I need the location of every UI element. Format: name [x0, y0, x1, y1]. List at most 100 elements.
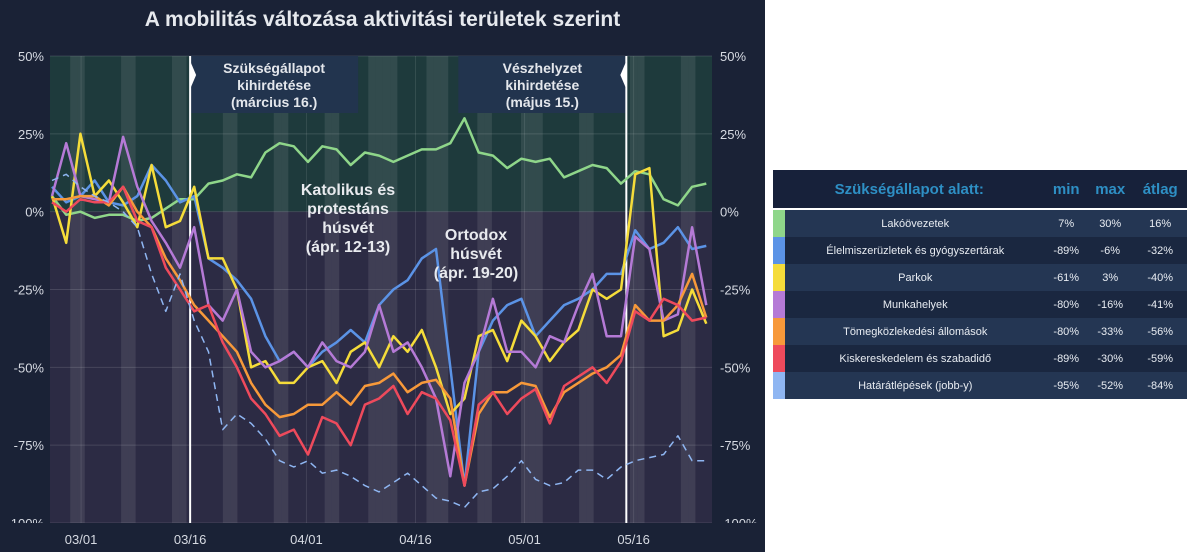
- marker-label: kihirdetése: [505, 77, 579, 93]
- y-tick-label-left: 0%: [25, 205, 44, 220]
- weekend-band: [586, 56, 594, 523]
- weekend-band: [324, 56, 332, 523]
- weekend-band: [121, 56, 129, 523]
- header-avg: átlag: [1133, 170, 1187, 210]
- weekend-band: [484, 56, 492, 523]
- row-min: -95%: [1045, 372, 1088, 399]
- table-header: Szükségállapot alatt: min max átlag: [773, 170, 1187, 210]
- row-name: Munkahelyek: [785, 291, 1046, 318]
- row-min: -61%: [1045, 264, 1088, 291]
- row-name: Élelmiszerüzletek és gyógyszertárak: [785, 237, 1046, 264]
- row-name: Kiskereskedelem és szabadidő: [785, 345, 1046, 372]
- annotation-label: Katolikus és: [301, 182, 395, 199]
- annotation-label: húsvét: [322, 220, 374, 237]
- y-tick-label-right: 50%: [720, 49, 746, 64]
- marker-label: (március 16.): [231, 94, 317, 110]
- color-swatch: [773, 264, 785, 291]
- header-label: Szükségállapot alatt:: [773, 170, 1046, 210]
- row-max: 3%: [1087, 264, 1134, 291]
- weekend-band: [579, 56, 587, 523]
- row-max: -30%: [1087, 345, 1134, 372]
- line-chart: 50% 50% 25% 25% 0% 0% -25% -25% -50% -50% -75% -75%…: [0, 49, 765, 552]
- weekend-band: [382, 56, 391, 523]
- marker-label: Vészhelyzet: [503, 60, 583, 76]
- weekend-band: [331, 56, 340, 523]
- row-avg: -32%: [1133, 237, 1187, 264]
- weekend-band: [281, 56, 289, 523]
- series-line-6: [51, 173, 707, 509]
- weekend-band: [630, 56, 638, 523]
- y-tick-label-left: -25%: [14, 283, 45, 298]
- series-line-3: [50, 135, 708, 478]
- color-swatch: [773, 291, 785, 318]
- row-avg: 16%: [1133, 209, 1187, 237]
- row-max: 30%: [1087, 209, 1134, 237]
- row-min: -89%: [1045, 237, 1088, 264]
- weekend-band: [520, 56, 529, 523]
- weekend-band: [128, 56, 136, 523]
- annotation-label: (ápr. 12-13): [306, 239, 390, 256]
- row-name: Határátlépések (jobb-y): [785, 372, 1046, 399]
- y-tick-label-right: 0%: [720, 205, 739, 220]
- color-swatch: [773, 372, 785, 399]
- x-tick-label: 04/01: [290, 532, 323, 547]
- x-axis-band: [0, 523, 765, 552]
- header-max: max: [1087, 170, 1134, 210]
- series-line-5: [51, 185, 707, 487]
- y-tick-label-right: 25%: [720, 127, 746, 142]
- marker-arrow: [190, 61, 197, 89]
- annotation-label: protestáns: [307, 201, 389, 218]
- weekend-band: [535, 56, 543, 523]
- table-row: Kiskereskedelem és szabadidő -89% -30% -…: [773, 345, 1187, 372]
- x-tick-label: 05/16: [617, 532, 650, 547]
- marker-box: [458, 56, 627, 113]
- chart-title: A mobilitás változása aktivitási terület…: [144, 8, 621, 31]
- row-name: Tömegközlekedési állomások: [785, 318, 1046, 345]
- row-avg: -56%: [1133, 318, 1187, 345]
- weekend-band: [440, 56, 449, 523]
- marker-label: Szükségállapot: [223, 60, 325, 76]
- x-tick-label: 05/01: [508, 532, 541, 547]
- weekend-band: [637, 56, 645, 523]
- weekend-band: [77, 56, 85, 523]
- row-name: Parkok: [785, 264, 1046, 291]
- annotation-label: Ortodox: [445, 227, 507, 244]
- row-max: -33%: [1087, 318, 1134, 345]
- table-row: Határátlépések (jobb-y) -95% -52% -84%: [773, 372, 1187, 399]
- row-max: -6%: [1087, 237, 1134, 264]
- annotation-label: (ápr. 19-20): [434, 265, 518, 282]
- row-max: -52%: [1087, 372, 1134, 399]
- weekend-band: [273, 56, 282, 523]
- color-swatch: [773, 209, 785, 237]
- stats-table: Szükségállapot alatt: min max átlag Lakó…: [773, 170, 1187, 399]
- x-tick-label: 03/01: [65, 532, 98, 547]
- row-min: 7%: [1045, 209, 1088, 237]
- table-row: Élelmiszerüzletek és gyógyszertárak -89%…: [773, 237, 1187, 264]
- color-swatch: [773, 318, 785, 345]
- table-row: Tömegközlekedési állomások -80% -33% -56…: [773, 318, 1187, 345]
- marker-label: kihirdetése: [237, 77, 311, 93]
- marker-box: [190, 56, 359, 113]
- weekend-band: [230, 56, 238, 523]
- row-avg: -41%: [1133, 291, 1187, 318]
- weekend-band: [375, 56, 383, 523]
- annotation-label: húsvét: [450, 246, 502, 263]
- weekend-band: [433, 56, 441, 523]
- color-swatch: [773, 237, 785, 264]
- chart-panel: A mobilitás változása aktivitási terület…: [0, 0, 765, 552]
- header-min: min: [1045, 170, 1088, 210]
- weekend-band: [368, 56, 376, 523]
- row-max: -16%: [1087, 291, 1134, 318]
- row-min: -89%: [1045, 345, 1088, 372]
- weekend-band: [70, 56, 78, 523]
- y-tick-label-left: 50%: [18, 49, 44, 64]
- y-tick-label-left: -75%: [14, 438, 45, 453]
- marker-label: (május 15.): [506, 94, 579, 110]
- x-tick-label: 04/16: [399, 532, 432, 547]
- negative-region: [50, 211, 712, 523]
- y-tick-label-right: -75%: [720, 438, 751, 453]
- marker-arrow: [620, 61, 627, 89]
- weekend-band: [477, 56, 485, 523]
- weekend-band: [426, 56, 434, 523]
- row-min: -80%: [1045, 291, 1088, 318]
